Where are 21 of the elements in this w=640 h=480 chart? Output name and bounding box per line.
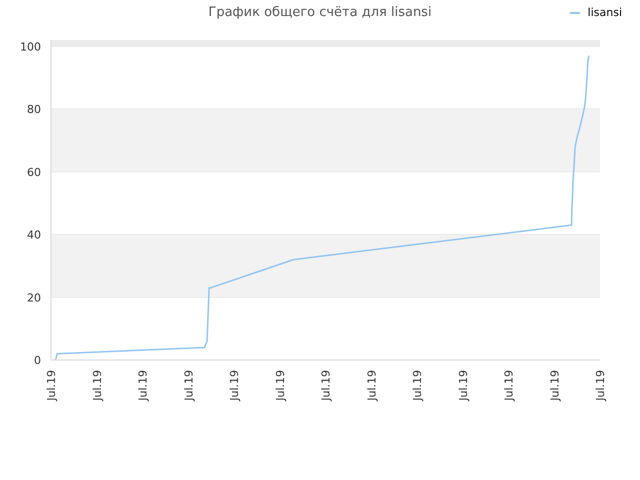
legend-label: lisansi [588, 6, 622, 19]
x-tick-label: Jul.19 [273, 370, 286, 402]
x-tick-label: Jul.19 [90, 370, 104, 402]
x-tick-label: Jul.19 [228, 370, 240, 402]
y-tick-label: 80 [27, 102, 41, 116]
x-tick-label: Jul.19 [44, 370, 58, 402]
chart-title: График общего счёта для lisansi [208, 5, 432, 20]
x-tick-label: Jul.19 [410, 370, 424, 402]
x-tick-label: Jul.19 [319, 370, 332, 402]
x-tick-label: Jul.19 [456, 370, 470, 402]
x-tick-label: Jul.19 [502, 370, 515, 402]
x-tick-label: Jul.19 [364, 370, 378, 402]
x-tick-label: Jul.19 [594, 370, 606, 402]
y-tick-label: 100 [20, 40, 41, 53]
y-tick-label: 0 [34, 354, 41, 366]
y-tick-label: 40 [27, 228, 41, 242]
x-tick-label: Jul.19 [182, 370, 195, 402]
x-tick-label: Jul.19 [548, 370, 561, 402]
x-tick-label: Jul.19 [136, 370, 149, 402]
y-tick-label: 60 [27, 165, 41, 178]
y-tick-label: 20 [27, 290, 41, 304]
